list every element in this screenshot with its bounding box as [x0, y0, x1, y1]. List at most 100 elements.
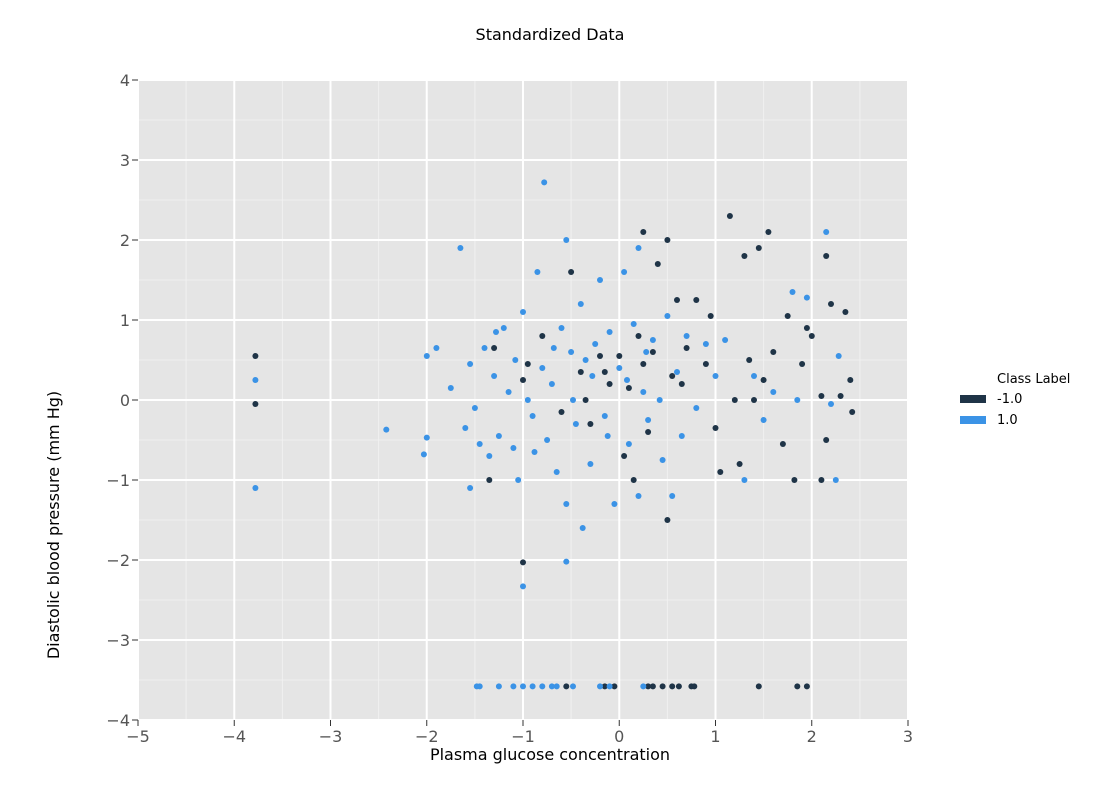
data-point-negative: [645, 683, 652, 690]
data-point-negative: [563, 683, 570, 690]
data-point-negative: [669, 373, 676, 379]
data-point-positive: [433, 345, 440, 351]
data-point-positive: [760, 417, 767, 423]
data-point-positive: [252, 377, 259, 383]
data-point-negative: [799, 361, 806, 367]
data-point-positive: [606, 329, 613, 335]
data-point-negative: [779, 441, 786, 447]
data-point-positive: [563, 558, 570, 565]
data-point-positive: [457, 245, 464, 251]
data-point-negative: [691, 683, 698, 690]
x-tick-label: −5: [126, 727, 150, 746]
data-point-negative: [741, 253, 748, 259]
data-point-positive: [510, 445, 517, 451]
data-point-positive: [656, 397, 663, 403]
data-point-positive: [794, 397, 801, 403]
data-point-negative: [847, 377, 854, 383]
data-point-positive: [597, 683, 603, 690]
data-point-positive: [630, 321, 637, 327]
data-point-positive: [702, 341, 709, 347]
data-point-negative: [601, 683, 608, 690]
data-point-negative: [755, 245, 762, 251]
x-tick-label: −3: [319, 727, 343, 746]
data-points: [252, 179, 856, 690]
data-point-negative: [693, 297, 700, 303]
data-point-negative: [678, 381, 685, 387]
data-point-positive: [835, 353, 842, 359]
legend-label-positive: 1.0: [997, 413, 1018, 428]
data-point-positive: [510, 683, 517, 690]
data-point-positive: [649, 337, 656, 343]
data-point-positive: [770, 389, 777, 395]
data-point-negative: [726, 213, 733, 219]
data-point-negative: [760, 377, 767, 383]
data-point-negative: [717, 469, 724, 475]
data-point-positive: [383, 426, 390, 433]
data-point-negative: [674, 297, 680, 303]
y-tick-label: −2: [106, 551, 130, 570]
data-point-negative: [669, 683, 676, 690]
data-point-positive: [467, 485, 474, 491]
data-point-positive: [664, 313, 671, 319]
data-point-negative: [597, 353, 603, 359]
data-point-positive: [563, 501, 570, 507]
data-point-negative: [803, 325, 810, 331]
data-point-positive: [447, 385, 454, 391]
data-point-positive: [803, 294, 810, 301]
data-point-negative: [828, 301, 834, 307]
data-point-positive: [640, 389, 647, 395]
data-point-positive: [481, 345, 488, 351]
data-point-negative: [601, 369, 608, 375]
data-point-positive: [529, 413, 536, 419]
data-point-positive: [252, 485, 259, 491]
data-point-positive: [541, 179, 548, 186]
data-point-positive: [462, 425, 469, 431]
data-point-positive: [548, 683, 555, 690]
data-point-positive: [493, 329, 499, 335]
data-point-negative: [640, 361, 647, 367]
data-point-positive: [572, 421, 579, 427]
y-tick-label: −4: [106, 711, 130, 730]
data-point-positive: [621, 269, 628, 275]
data-point-positive: [611, 501, 618, 507]
data-point-negative: [818, 393, 825, 399]
x-tick-label: 2: [807, 727, 817, 746]
data-point-positive: [669, 493, 676, 499]
data-point-negative: [683, 345, 690, 351]
legend-title: Class Label: [997, 372, 1070, 387]
data-point-negative: [635, 333, 642, 339]
data-point-positive: [515, 477, 522, 483]
data-point-positive: [789, 289, 796, 295]
data-point-negative: [577, 369, 584, 375]
data-point-positive: [722, 337, 729, 343]
data-point-negative: [746, 357, 753, 363]
data-point-negative: [486, 477, 493, 483]
data-point-positive: [582, 357, 589, 363]
data-point-negative: [818, 477, 825, 483]
data-point-negative: [252, 401, 259, 407]
data-point-positive: [476, 683, 483, 690]
data-point-positive: [520, 583, 526, 590]
data-point-positive: [423, 353, 430, 359]
x-tick-label: −2: [415, 727, 439, 746]
data-point-positive: [678, 433, 685, 439]
data-point-negative: [823, 437, 830, 443]
legend-swatch-negative: [960, 395, 986, 403]
data-point-positive: [491, 373, 498, 379]
data-point-negative: [784, 313, 791, 319]
data-point-positive: [683, 333, 690, 339]
data-point-negative: [659, 683, 666, 690]
data-point-negative: [664, 517, 671, 523]
data-point-negative: [654, 261, 661, 267]
data-point-negative: [751, 397, 757, 403]
data-point-positive: [577, 301, 584, 307]
data-point-positive: [625, 441, 632, 447]
data-point-positive: [512, 357, 519, 363]
data-point-positive: [539, 365, 546, 371]
data-point-negative: [808, 333, 815, 339]
data-point-negative: [664, 237, 671, 243]
data-point-negative: [770, 349, 777, 355]
data-point-negative: [587, 421, 594, 427]
